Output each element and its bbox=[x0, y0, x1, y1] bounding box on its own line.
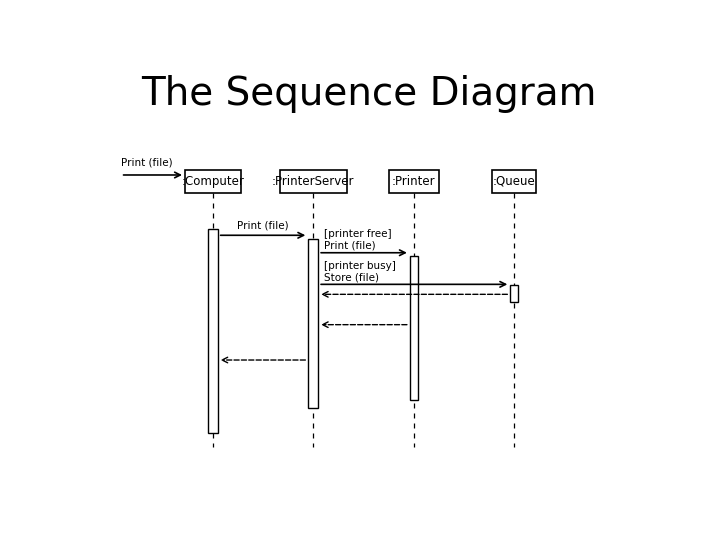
Bar bbox=[510, 285, 518, 302]
Text: Print (file): Print (file) bbox=[121, 158, 172, 167]
Bar bbox=[410, 256, 418, 400]
Text: :Computer: :Computer bbox=[181, 175, 244, 188]
Bar bbox=[208, 229, 217, 433]
Text: The Sequence Diagram: The Sequence Diagram bbox=[141, 75, 597, 113]
Bar bbox=[185, 170, 240, 193]
Text: Print (file): Print (file) bbox=[237, 220, 289, 230]
Bar bbox=[389, 170, 438, 193]
Text: :PrinterServer: :PrinterServer bbox=[272, 175, 354, 188]
Text: [printer busy]
Store (file): [printer busy] Store (file) bbox=[324, 261, 396, 282]
Text: [printer free]
Print (file): [printer free] Print (file) bbox=[324, 229, 392, 251]
Bar bbox=[308, 239, 318, 408]
Bar bbox=[492, 170, 536, 193]
Text: :Printer: :Printer bbox=[392, 175, 436, 188]
Text: :Queue: :Queue bbox=[492, 175, 536, 188]
Bar bbox=[280, 170, 347, 193]
